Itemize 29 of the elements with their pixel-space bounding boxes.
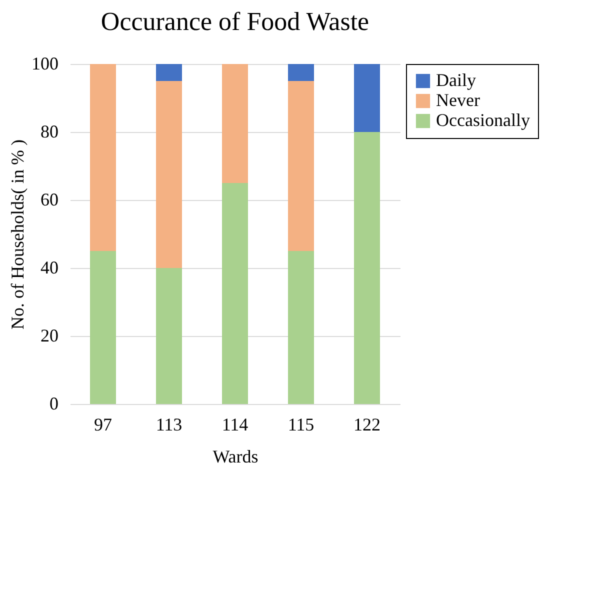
- x-tick-label: 114: [222, 414, 248, 434]
- bar: [156, 64, 182, 81]
- y-tick-label: 40: [40, 258, 58, 278]
- bar: [354, 64, 380, 132]
- bar: [222, 183, 248, 404]
- x-tick-label: 115: [288, 414, 314, 434]
- bar: [156, 268, 182, 404]
- y-tick-label: 60: [40, 190, 58, 210]
- legend-label: Daily: [436, 70, 476, 90]
- x-axis-title: Wards: [212, 446, 258, 466]
- bar: [222, 64, 248, 183]
- x-tick-label: 113: [156, 414, 182, 434]
- bar: [156, 81, 182, 268]
- x-tick-label: 122: [354, 414, 380, 434]
- bar: [90, 64, 116, 251]
- y-tick-label: 100: [32, 54, 58, 74]
- bar: [90, 251, 116, 404]
- bar: [288, 251, 314, 404]
- y-tick-label: 0: [50, 394, 58, 414]
- legend-label: Occasionally: [436, 110, 530, 130]
- x-tick-label: 97: [94, 414, 112, 434]
- bar: [288, 64, 314, 81]
- bar: [354, 132, 380, 404]
- y-tick-label: 80: [40, 122, 58, 142]
- bar: [288, 81, 314, 251]
- y-axis-title: No. of Households( in % ): [8, 140, 28, 330]
- y-tick-label: 20: [40, 326, 58, 346]
- chart-title: Occurance of Food Waste: [100, 7, 370, 36]
- legend-label: Never: [436, 90, 480, 110]
